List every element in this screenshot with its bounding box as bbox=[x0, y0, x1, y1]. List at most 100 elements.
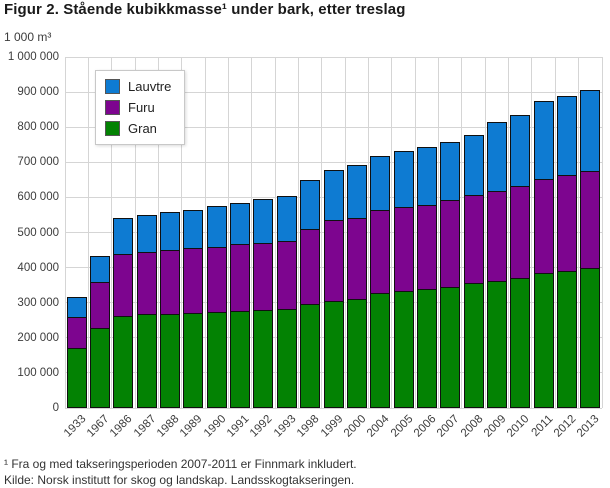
gridline-horizontal bbox=[65, 56, 602, 58]
gridline-vertical bbox=[554, 57, 556, 408]
legend-item-gran[interactable]: Gran bbox=[105, 121, 171, 136]
bar-segment-lauvtre bbox=[113, 218, 134, 255]
bar-segment-gran bbox=[276, 309, 297, 408]
x-axis-tick-label: 2006 bbox=[411, 413, 439, 440]
bar-segment-lauvtre bbox=[556, 96, 577, 177]
y-axis-tick-label: 1 000 000 bbox=[7, 51, 59, 63]
y-axis-tick-label: 600 000 bbox=[17, 191, 59, 204]
x-axis-tick-label: 2004 bbox=[365, 413, 392, 440]
x-axis-tick-label: 1989 bbox=[178, 413, 205, 440]
bar-segment-lauvtre bbox=[416, 147, 437, 206]
lauvtre-swatch-icon bbox=[105, 79, 120, 94]
bar-segment-furu bbox=[486, 191, 507, 282]
bar-segment-gran bbox=[136, 314, 157, 408]
bar-2013 bbox=[580, 89, 601, 408]
bar-1989 bbox=[183, 209, 204, 408]
bar-segment-lauvtre bbox=[206, 206, 227, 248]
bar-segment-lauvtre bbox=[90, 256, 111, 283]
bar-segment-furu bbox=[136, 252, 157, 316]
bar-segment-furu bbox=[346, 218, 367, 301]
gridline-vertical bbox=[64, 57, 66, 408]
bar-segment-lauvtre bbox=[463, 135, 484, 197]
bar-segment-furu bbox=[300, 228, 321, 306]
gridline-vertical bbox=[601, 57, 603, 408]
y-axis-tick-label: 300 000 bbox=[17, 296, 59, 309]
x-axis-tick-label: 2005 bbox=[388, 413, 416, 440]
bar-segment-gran bbox=[440, 286, 461, 408]
gridline-vertical bbox=[368, 57, 370, 408]
bar-2005 bbox=[393, 151, 414, 408]
legend-label: Furu bbox=[128, 100, 155, 115]
x-axis-tick-label: 1987 bbox=[131, 413, 159, 440]
bar-segment-gran bbox=[580, 267, 601, 408]
legend: Lauvtre Furu Gran bbox=[95, 70, 186, 145]
bar-segment-lauvtre bbox=[160, 212, 181, 251]
bar-segment-lauvtre bbox=[300, 180, 321, 230]
legend-label: Lauvtre bbox=[128, 79, 172, 94]
bar-segment-furu bbox=[510, 186, 531, 280]
x-axis-tick-label: 2000 bbox=[341, 413, 369, 440]
y-axis-tick-label: 900 000 bbox=[17, 86, 59, 99]
gridline-vertical bbox=[321, 57, 323, 408]
bar-segment-furu bbox=[66, 316, 87, 349]
gran-swatch-icon bbox=[105, 121, 120, 136]
bar-segment-gran bbox=[253, 310, 274, 408]
furu-swatch-icon bbox=[105, 100, 120, 115]
gridline-vertical bbox=[274, 57, 276, 408]
gridline-vertical bbox=[227, 57, 229, 408]
bar-1967 bbox=[90, 256, 111, 408]
bar-segment-lauvtre bbox=[533, 101, 554, 181]
x-axis-tick-label: 2011 bbox=[529, 413, 556, 439]
gridline-vertical bbox=[87, 57, 89, 408]
x-axis-tick-label: 1933 bbox=[61, 413, 89, 440]
x-axis-tick-label: 1993 bbox=[271, 413, 299, 440]
legend-item-lauvtre[interactable]: Lauvtre bbox=[105, 79, 171, 94]
x-axis-tick-label: 2009 bbox=[481, 413, 509, 440]
bar-segment-furu bbox=[580, 171, 601, 269]
bar-segment-gran bbox=[533, 272, 554, 408]
x-axis-tick-label: 1992 bbox=[248, 413, 275, 440]
bar-1993 bbox=[276, 196, 297, 408]
gridline-vertical bbox=[134, 57, 136, 408]
y-axis-tick-label: 800 000 bbox=[17, 121, 59, 134]
bar-segment-furu bbox=[90, 281, 111, 329]
x-axis-tick-label: 2010 bbox=[505, 413, 532, 440]
gridline-vertical bbox=[391, 57, 393, 408]
bar-segment-gran bbox=[323, 300, 344, 408]
bar-segment-furu bbox=[463, 195, 484, 285]
bar-segment-lauvtre bbox=[183, 209, 204, 249]
bar-segment-lauvtre bbox=[323, 169, 344, 222]
bar-segment-gran bbox=[183, 312, 204, 408]
bar-segment-furu bbox=[183, 247, 204, 314]
x-axis-tick-label: 2007 bbox=[435, 413, 462, 440]
bar-segment-furu bbox=[533, 179, 554, 274]
bar-segment-gran bbox=[160, 313, 181, 408]
bar-segment-furu bbox=[230, 244, 251, 312]
bar-2000 bbox=[346, 164, 367, 408]
source-note: Kilde: Norsk institutt for skog og lands… bbox=[4, 472, 355, 487]
bar-segment-furu bbox=[323, 220, 344, 302]
gridline-horizontal bbox=[65, 407, 602, 409]
bar-segment-gran bbox=[463, 283, 484, 408]
plot-area bbox=[64, 56, 603, 409]
bar-segment-furu bbox=[113, 253, 134, 317]
gridline-vertical bbox=[414, 57, 416, 408]
bar-segment-lauvtre bbox=[136, 215, 157, 254]
bar-1992 bbox=[253, 199, 274, 408]
bar-1987 bbox=[136, 215, 157, 408]
gridline-vertical bbox=[251, 57, 253, 408]
bar-2009 bbox=[486, 121, 507, 408]
legend-item-furu[interactable]: Furu bbox=[105, 100, 171, 115]
gridline-vertical bbox=[204, 57, 206, 408]
x-axis-tick-label: 1991 bbox=[224, 413, 252, 440]
x-axis-tick-label: 1998 bbox=[295, 413, 322, 440]
bar-segment-lauvtre bbox=[370, 156, 391, 212]
gridline-vertical bbox=[344, 57, 346, 408]
bar-segment-lauvtre bbox=[486, 121, 507, 193]
bar-segment-gran bbox=[393, 290, 414, 408]
bar-segment-lauvtre bbox=[580, 89, 601, 173]
bar-segment-furu bbox=[276, 240, 297, 311]
x-axis-tick-label: 1967 bbox=[84, 413, 112, 440]
x-axis-tick-label: 2012 bbox=[551, 413, 579, 440]
